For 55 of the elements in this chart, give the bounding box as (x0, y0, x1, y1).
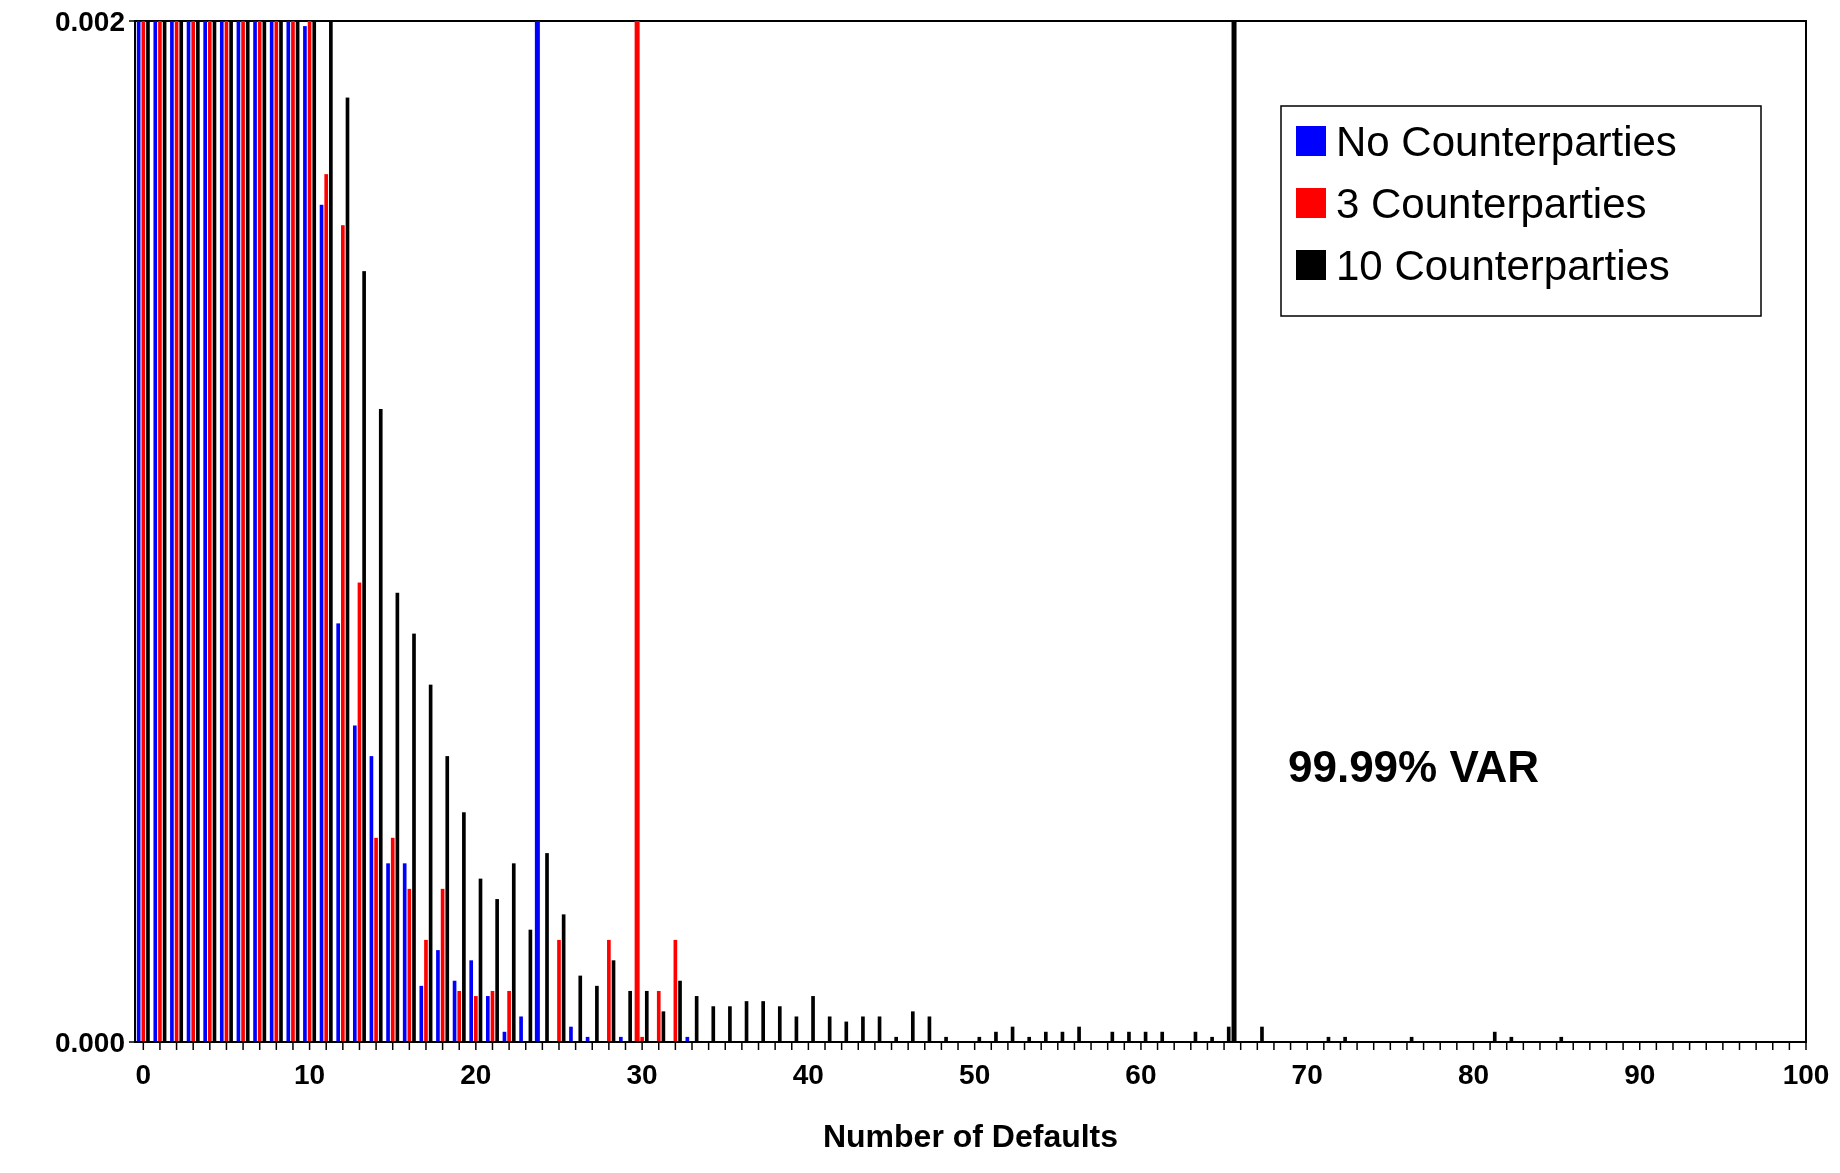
x-tick-label: 30 (626, 1059, 658, 1090)
bar (386, 863, 390, 1042)
bar (485, 996, 490, 1042)
bar (390, 837, 395, 1042)
bar (203, 21, 207, 1042)
bar (436, 950, 440, 1042)
x-tick-label: 20 (460, 1059, 492, 1090)
bar (170, 21, 174, 1042)
bar (656, 990, 661, 1042)
bar (607, 939, 611, 1042)
bar (303, 26, 307, 1042)
bar (474, 996, 478, 1042)
x-tick-label: 50 (959, 1059, 991, 1090)
x-axis-title: Number of Defaults (822, 1118, 1119, 1154)
x-tick-label: 80 (1457, 1059, 1490, 1090)
x-tick-label: 60 (1125, 1059, 1157, 1090)
x-tick-label: 70 (1291, 1059, 1323, 1090)
y-tick-label: 0.002 (54, 5, 125, 37)
legend-label: No Counterparties (1336, 117, 1677, 165)
bar (336, 623, 341, 1042)
bar (469, 960, 474, 1042)
bar (141, 21, 146, 1042)
legend-label: 3 Counterparties (1336, 179, 1647, 227)
bar (191, 21, 196, 1042)
bar (519, 1016, 523, 1042)
bar (507, 990, 511, 1042)
legend-label: 10 Counterparties (1336, 241, 1670, 289)
bar (424, 939, 428, 1042)
x-tick-label: 0 (135, 1059, 152, 1090)
bar (219, 21, 224, 1042)
bar (269, 21, 274, 1042)
bar (457, 990, 462, 1042)
y-tick-label: 0.000 (54, 1026, 125, 1058)
bar (374, 837, 378, 1042)
bar (207, 21, 212, 1042)
bar (257, 21, 262, 1042)
x-tick-label: 100 (1782, 1059, 1830, 1090)
x-tick-label: 90 (1624, 1059, 1656, 1090)
bar (341, 225, 345, 1042)
bar (286, 21, 291, 1042)
bar (324, 174, 329, 1042)
bar (569, 1026, 573, 1042)
bar (274, 21, 279, 1042)
annotation: 99.99% VAR (1287, 741, 1540, 791)
bar (291, 21, 295, 1042)
bar (158, 21, 162, 1042)
x-tick-label: 10 (294, 1059, 326, 1090)
bar (253, 21, 257, 1042)
bar (557, 939, 561, 1042)
bar (419, 985, 424, 1042)
bar (352, 725, 357, 1042)
x-tick-label: 40 (792, 1059, 824, 1090)
bar (402, 863, 407, 1042)
bar (241, 21, 245, 1042)
bar (153, 21, 158, 1042)
